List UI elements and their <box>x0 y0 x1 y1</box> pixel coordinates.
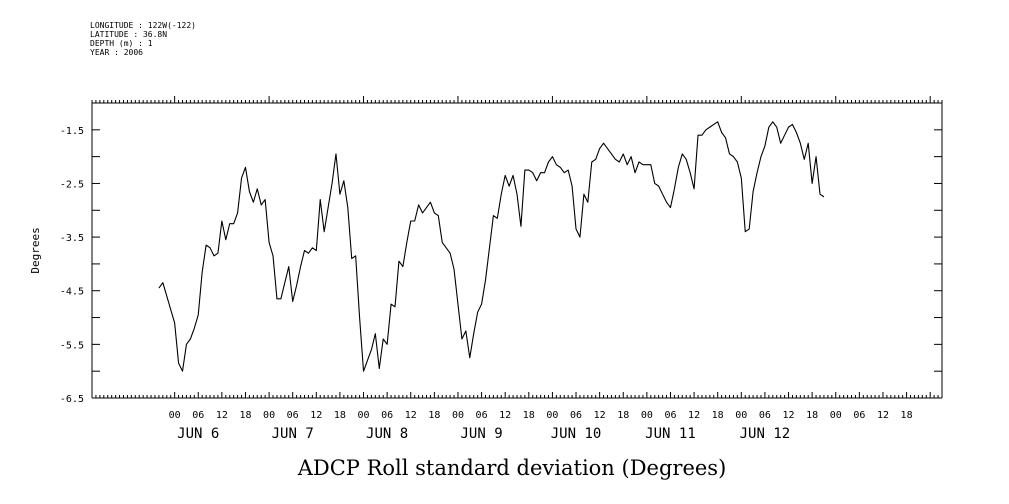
x-tick-label: 12 <box>783 410 795 421</box>
x-tick-label: 06 <box>476 410 488 421</box>
x-tick-label: 12 <box>688 410 700 421</box>
x-tick-label: 00 <box>263 410 275 421</box>
x-tick-label: 12 <box>310 410 322 421</box>
x-tick-label: 18 <box>806 410 818 421</box>
axes-group <box>91 102 943 399</box>
longitude-label: LONGITUDE : 122W(-122) <box>90 21 196 30</box>
year-label: YEAR : 2006 <box>90 48 143 57</box>
y-tick-label: -3.5 <box>60 233 84 244</box>
x-tick-label: 18 <box>523 410 535 421</box>
x-tick-label: 06 <box>570 410 582 421</box>
x-tick-label: 06 <box>287 410 299 421</box>
x-tick-label: 06 <box>853 410 865 421</box>
x-tick-label: 00 <box>735 410 747 421</box>
x-tick-label: 00 <box>169 410 181 421</box>
x-tick-label: 18 <box>239 410 251 421</box>
x-day-label: JUN 6 <box>177 426 219 442</box>
x-tick-label: 18 <box>334 410 346 421</box>
x-day-label: JUN 10 <box>551 426 602 442</box>
x-tick-label: 00 <box>452 410 464 421</box>
x-day-label: JUN 11 <box>645 426 696 442</box>
x-tick-label: 00 <box>641 410 653 421</box>
y-axis-label: Degrees <box>29 227 42 273</box>
metadata-block: LONGITUDE : 122W(-122) LATITUDE : 36.8N … <box>90 21 196 57</box>
x-tick-label: 00 <box>830 410 842 421</box>
depth-label: DEPTH (m) : 1 <box>90 39 153 48</box>
x-tick-label: 06 <box>192 410 204 421</box>
x-tick-label: 12 <box>216 410 228 421</box>
y-tick-label: -1.5 <box>60 126 84 137</box>
x-tick-label: 12 <box>405 410 417 421</box>
x-tick-label: 18 <box>617 410 629 421</box>
y-tick-label: -5.5 <box>60 340 84 351</box>
x-tick-label: 12 <box>594 410 606 421</box>
x-tick-label: 06 <box>381 410 393 421</box>
y-tick-label: -6.5 <box>60 394 84 405</box>
x-day-label: JUN 12 <box>740 426 791 442</box>
series-line <box>158 121 825 372</box>
latitude-label: LATITUDE : 36.8N <box>90 30 168 39</box>
chart-title: ADCP Roll standard deviation (Degrees) <box>297 456 727 480</box>
x-tick-label: 18 <box>712 410 724 421</box>
x-tick-label: 00 <box>546 410 558 421</box>
x-tick-label: 12 <box>499 410 511 421</box>
x-day-label: JUN 8 <box>366 426 408 442</box>
y-axis-ticks: -1.5 -2.5 -3.5 -4.5 -5.5 -6.5 <box>60 126 942 405</box>
x-axis-ticks: 00 06 12 18 00 06 12 18 00 06 12 18 00 06 12 18 00 06 12 18… <box>91 96 943 442</box>
series-group <box>158 121 825 372</box>
y-tick-label: -2.5 <box>60 179 84 190</box>
x-tick-label: 12 <box>877 410 889 421</box>
x-tick-label: 06 <box>759 410 771 421</box>
x-tick-label: 00 <box>358 410 370 421</box>
x-day-label: JUN 9 <box>461 426 503 442</box>
x-tick-label: 06 <box>664 410 676 421</box>
x-tick-label: 18 <box>428 410 440 421</box>
y-tick-label: -4.5 <box>60 287 84 298</box>
x-day-label: JUN 7 <box>272 426 314 442</box>
x-tick-label: 18 <box>901 410 913 421</box>
